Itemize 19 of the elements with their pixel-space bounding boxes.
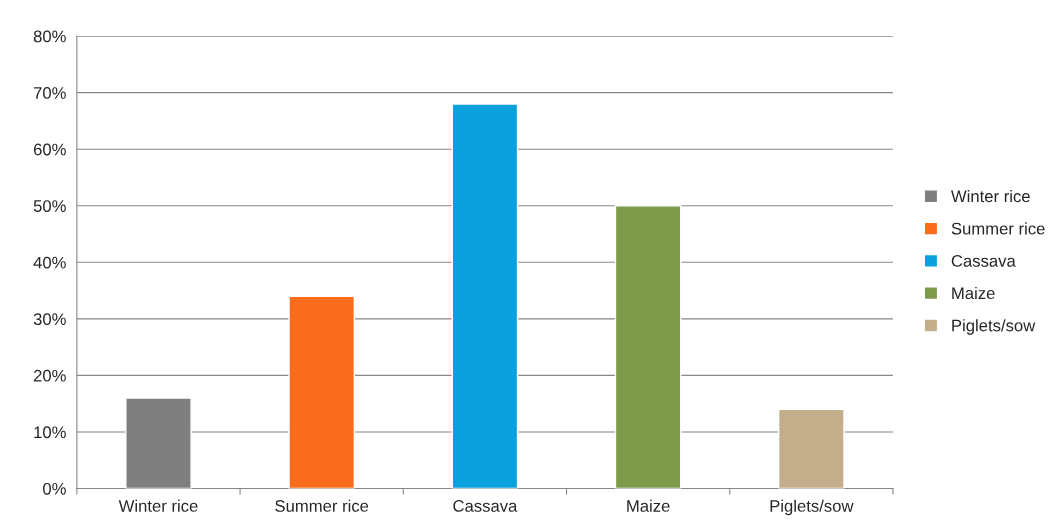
legend-label: Summer rice <box>951 222 1045 235</box>
y-tick-label: 50% <box>33 200 66 212</box>
y-tick-label: 10% <box>34 426 66 439</box>
y-tick-label: 60% <box>33 143 66 156</box>
x-tick-label: Cassava <box>453 500 518 512</box>
x-tick-label: Piglets/sow <box>770 499 854 516</box>
legend-label: Maize <box>952 286 995 300</box>
legend-label: Winter rice <box>951 190 1030 203</box>
y-tick-label: 70% <box>33 87 66 99</box>
x-tick-label: Summer rice <box>275 499 369 512</box>
y-tick-label: 0% <box>43 482 66 495</box>
y-tick-label: 20% <box>33 369 66 382</box>
y-tick-label: 80% <box>33 30 66 43</box>
y-tick-label: 40% <box>33 256 66 269</box>
legend-label: Piglets/sow <box>952 319 1036 335</box>
y-tick-label: 30% <box>33 313 66 326</box>
x-tick-label: Winter rice <box>118 499 198 512</box>
x-tick-label: Maize <box>627 499 670 512</box>
legend-label: Cassava <box>951 255 1016 267</box>
